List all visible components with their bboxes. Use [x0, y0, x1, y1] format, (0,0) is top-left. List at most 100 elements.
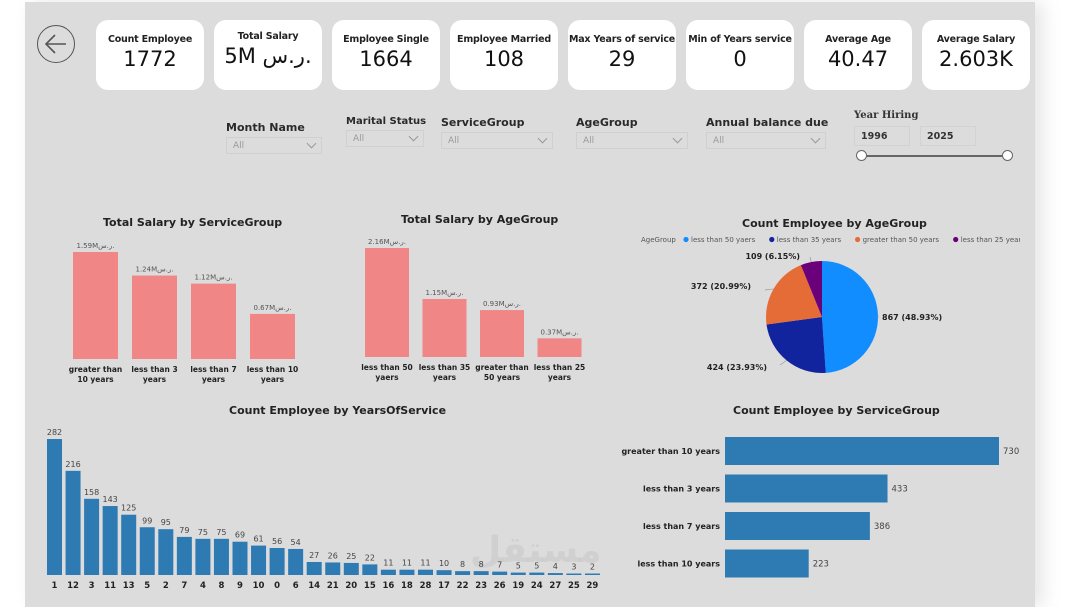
- data-label: 0.93Mر.س.: [483, 300, 521, 308]
- category-label: 22: [457, 581, 469, 591]
- bar: [529, 572, 545, 575]
- category-label: 1: [52, 581, 58, 591]
- dropdown-value: All: [233, 140, 245, 151]
- year-hiring-start-handle[interactable]: [856, 150, 867, 161]
- agegroup-dropdown[interactable]: All: [576, 132, 688, 149]
- category-label: years: [433, 373, 457, 382]
- category-label: years: [202, 375, 226, 384]
- year-hiring-end-input[interactable]: 2025: [920, 126, 976, 146]
- bar: [537, 338, 582, 357]
- data-label: 2: [590, 563, 595, 572]
- chevron-down-icon: [672, 133, 683, 144]
- data-label: 11: [383, 559, 393, 568]
- category-label: 19: [512, 581, 524, 591]
- bar: [725, 474, 888, 503]
- bar: [251, 545, 267, 575]
- bar: [73, 252, 118, 359]
- category-label: 15: [364, 581, 376, 591]
- data-label: 4: [553, 562, 558, 571]
- legend-item: greater than 50 years: [863, 236, 940, 244]
- legend-item: less than 35 years: [777, 236, 842, 244]
- month-name-dropdown[interactable]: All: [226, 137, 322, 154]
- year-hiring-start-input[interactable]: 1996: [854, 126, 910, 146]
- bar: [47, 439, 62, 575]
- servicegroup-dropdown[interactable]: All: [441, 132, 553, 149]
- year-hiring-slider-track[interactable]: [862, 155, 1008, 157]
- leader-line: [779, 360, 787, 366]
- chart-title-count-yearsofservice: Count Employee by YearsOfService: [229, 404, 447, 417]
- bar: [191, 283, 236, 359]
- legend-marker: [769, 236, 775, 243]
- category-label: 17: [438, 581, 450, 591]
- legend-marker: [683, 236, 689, 243]
- kpi-count-employee: Count Employee 1772: [96, 20, 204, 90]
- data-label: 1.59Mر.س.: [76, 242, 114, 250]
- category-label: 25: [568, 581, 580, 591]
- kpi-value: 5M ر.س.: [224, 44, 312, 68]
- category-label: 29: [587, 581, 599, 591]
- category-label: 21: [327, 581, 339, 591]
- category-label: 9: [237, 581, 243, 591]
- marital-status-dropdown[interactable]: All: [346, 130, 424, 147]
- back-button[interactable]: [37, 25, 75, 63]
- slice-label: 109 (6.15%): [745, 252, 800, 261]
- data-label: 7: [497, 561, 502, 570]
- legend-item: less than 50 yaers: [691, 236, 756, 244]
- bar: [343, 562, 359, 575]
- data-label: 26: [328, 551, 338, 560]
- category-label: less than 50: [361, 363, 413, 372]
- dropdown-value: All: [353, 133, 365, 144]
- data-label: 25: [346, 552, 356, 561]
- category-label: less than 10 years: [637, 560, 720, 569]
- data-label: 8: [460, 560, 465, 569]
- category-label: 24: [531, 581, 543, 591]
- kpi-label: Max Years of service: [568, 34, 676, 45]
- bar: [547, 573, 563, 575]
- kpi-label: Average Salary: [936, 34, 1016, 45]
- kpi-value: 108: [483, 47, 525, 71]
- data-label: 95: [161, 518, 171, 527]
- data-label: 282: [47, 428, 62, 437]
- kpi-label: Total Salary: [237, 31, 299, 42]
- category-label: greater than: [475, 363, 529, 372]
- category-label: 2: [163, 581, 169, 591]
- data-label: 75: [216, 528, 226, 537]
- bar: [84, 498, 100, 575]
- data-label: 0.67Mر.س.: [253, 304, 291, 312]
- legend-item: less than 25 years: [961, 236, 1020, 244]
- data-label: 125: [121, 504, 136, 513]
- annual-balance-dropdown[interactable]: All: [706, 132, 826, 149]
- bar: [380, 569, 396, 575]
- kpi-employee-single: Employee Single 1664: [332, 20, 440, 90]
- kpi-label: Employee Single: [343, 34, 429, 45]
- data-label: 10: [439, 559, 449, 568]
- data-label: 11: [420, 559, 430, 568]
- data-label: 56: [272, 537, 282, 546]
- data-label: 61: [253, 535, 263, 544]
- chart-title-count-servicegroup: Count Employee by ServiceGroup: [733, 404, 940, 417]
- dropdown-value: All: [713, 135, 725, 146]
- kpi-average-salary: Average Salary 2.603K: [922, 20, 1030, 90]
- category-label: 26: [494, 581, 506, 591]
- bar: [269, 547, 285, 575]
- data-label: 433: [892, 485, 908, 495]
- slicer-marital-status: Marital Status All: [346, 116, 426, 147]
- bar: [436, 570, 452, 575]
- category-label: less than 7 years: [643, 522, 720, 531]
- year-hiring-end-handle[interactable]: [1002, 150, 1013, 161]
- kpi-employee-married: Employee Married 108: [450, 20, 558, 90]
- kpi-label: Employee Married: [457, 34, 551, 45]
- leader-line: [809, 256, 812, 263]
- data-label: 223: [813, 560, 829, 570]
- chart-title-salary-agegroup: Total Salary by AgeGroup: [401, 213, 559, 226]
- data-label: 79: [179, 526, 189, 535]
- category-label: 4: [200, 581, 206, 591]
- data-label: 5: [534, 562, 539, 571]
- category-label: greater than 10 years: [621, 447, 720, 456]
- category-label: 5: [144, 581, 150, 591]
- slicer-title: Annual balance due: [706, 116, 829, 129]
- pie-slice: [766, 265, 822, 325]
- bar: [584, 573, 600, 575]
- category-label: 20: [345, 581, 357, 591]
